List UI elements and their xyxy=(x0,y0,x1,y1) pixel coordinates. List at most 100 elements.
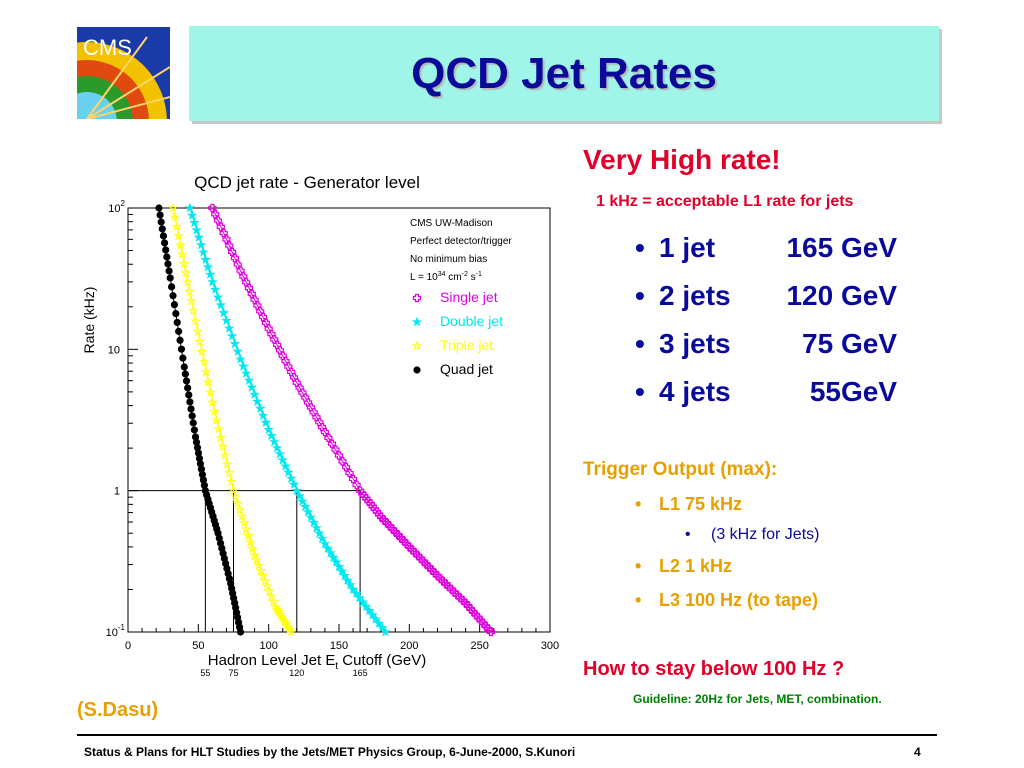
list-item: • 2 jets 120 GeV xyxy=(635,280,897,311)
data-point xyxy=(285,472,297,483)
data-point xyxy=(243,374,255,385)
data-point xyxy=(245,536,256,547)
cutoff-label: 120 xyxy=(289,668,304,678)
data-point xyxy=(469,607,478,616)
data-point xyxy=(486,627,496,637)
data-point xyxy=(257,570,269,581)
legend-marker xyxy=(411,316,423,327)
data-point xyxy=(175,327,183,335)
trigger-item: • L3 100 Hz (to tape) xyxy=(635,590,819,610)
data-point xyxy=(259,575,271,586)
data-point xyxy=(391,527,400,537)
data-point xyxy=(427,565,436,575)
data-point xyxy=(322,542,334,553)
data-point xyxy=(441,579,451,589)
data-point xyxy=(433,571,442,580)
data-point xyxy=(471,610,480,619)
data-point xyxy=(399,536,408,546)
data-point xyxy=(325,547,336,558)
x-tick-label: 100 xyxy=(259,640,277,652)
trigger-heading: Trigger Output (max): xyxy=(583,459,778,480)
x-tick-label: 300 xyxy=(541,640,559,652)
data-point xyxy=(180,267,192,278)
data-point xyxy=(254,403,266,414)
data-point xyxy=(172,309,180,318)
data-point xyxy=(260,417,272,428)
data-point xyxy=(297,495,308,506)
data-point xyxy=(188,412,196,420)
data-point xyxy=(184,286,195,297)
data-point xyxy=(195,239,207,250)
legend-label: Triple jet xyxy=(440,337,493,353)
data-point xyxy=(240,523,252,534)
data-point xyxy=(370,613,381,624)
list-item: • 4 jets 55GeV xyxy=(635,376,897,407)
cutoff-label: 165 xyxy=(353,668,368,678)
data-point xyxy=(159,232,168,240)
data-point xyxy=(187,405,195,413)
trigger-item: • L1 75 kHz xyxy=(635,494,743,514)
data-point xyxy=(226,330,238,341)
data-point xyxy=(305,511,317,522)
data-point xyxy=(228,485,239,496)
logo-text: CMS xyxy=(83,35,132,60)
data-point xyxy=(247,543,258,554)
data-point xyxy=(268,596,279,607)
data-point xyxy=(396,533,405,543)
data-point xyxy=(376,622,388,633)
data-point xyxy=(167,202,179,213)
legend-note: Perfect detector/trigger xyxy=(410,236,512,247)
data-point xyxy=(360,600,372,611)
data-point xyxy=(194,336,205,347)
data-point xyxy=(217,441,229,452)
legend-label: Quad jet xyxy=(440,361,493,377)
data-point xyxy=(164,260,172,268)
data-point xyxy=(461,599,470,608)
data-point xyxy=(476,616,485,625)
data-point xyxy=(252,395,263,407)
data-point xyxy=(226,476,237,487)
data-point xyxy=(207,397,218,408)
data-point xyxy=(236,510,248,521)
data-point xyxy=(237,360,249,371)
data-point xyxy=(184,384,192,392)
data-point xyxy=(169,292,177,300)
data-point xyxy=(189,217,200,228)
data-point xyxy=(416,554,425,563)
data-point xyxy=(176,336,184,344)
data-point xyxy=(207,276,218,287)
data-point xyxy=(204,268,216,279)
x-axis-label: Hadron Level Jet Et Cutoff (GeV) xyxy=(208,652,426,672)
data-point xyxy=(333,561,345,572)
data-point xyxy=(230,491,241,502)
data-point xyxy=(288,479,300,490)
legend-note: No minimum bias xyxy=(410,254,487,265)
data-point xyxy=(166,274,174,282)
credit: (S.Dasu) xyxy=(77,699,159,721)
data-point xyxy=(182,377,191,385)
data-point xyxy=(196,346,208,357)
headline: Very High rate! xyxy=(583,144,781,175)
data-point xyxy=(336,565,348,576)
data-point xyxy=(211,414,222,425)
guideline-note: Guideline: 20Hz for Jets, MET, combinati… xyxy=(633,692,882,706)
data-point xyxy=(236,628,245,636)
data-point xyxy=(253,559,265,570)
data-point xyxy=(246,381,258,392)
data-point xyxy=(357,596,369,607)
data-point xyxy=(232,498,244,509)
data-point xyxy=(198,470,207,479)
data-point xyxy=(455,593,465,602)
data-point xyxy=(198,246,209,257)
data-point xyxy=(189,419,197,427)
data-point xyxy=(243,530,254,541)
legend-luminosity: L = 1034 cm-2 s-1 xyxy=(410,271,482,283)
data-point xyxy=(221,458,233,469)
trigger-item: • L2 1 kHz xyxy=(635,556,733,576)
data-point xyxy=(311,522,322,533)
data-point xyxy=(274,448,286,459)
data-point xyxy=(168,283,176,291)
y-tick-label: 10-1 xyxy=(106,623,126,639)
data-point xyxy=(190,426,198,434)
data-point xyxy=(447,585,456,594)
